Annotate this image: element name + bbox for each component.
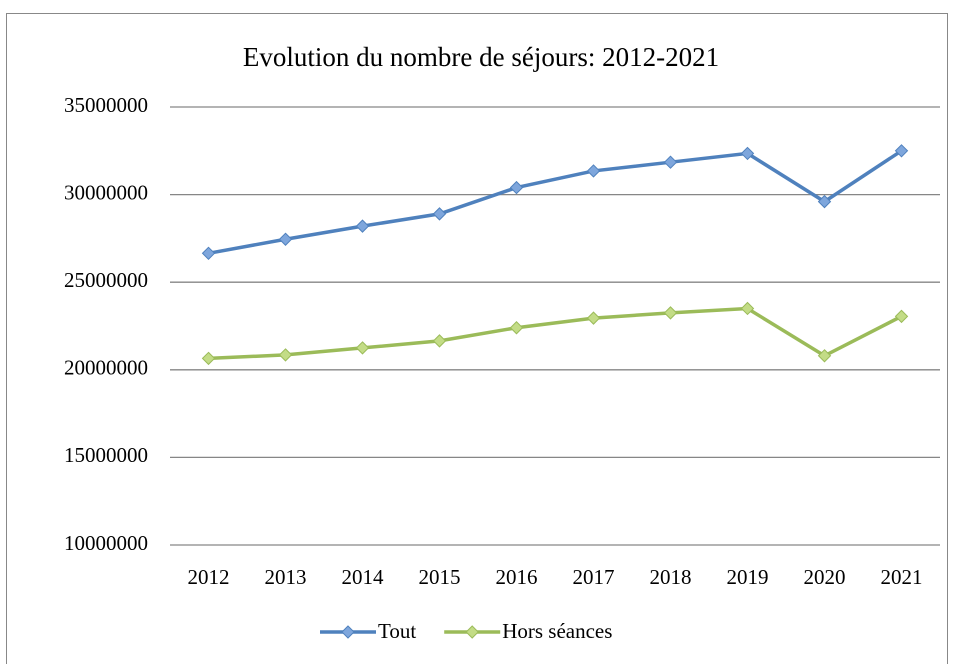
data-point [509,321,524,335]
data-point [663,306,678,320]
data-point [586,164,601,178]
y-tick-label: 25000000 [64,268,148,292]
y-tick-label: 30000000 [64,180,148,204]
x-tick-label: 2014 [342,565,385,589]
data-point [355,219,370,233]
data-point [278,348,293,362]
data-point [894,309,909,324]
data-point [817,194,832,209]
x-tick-label: 2015 [419,565,461,589]
legend-marker [341,625,355,639]
x-tick-label: 2016 [496,565,538,589]
data-point [432,334,447,348]
data-point [509,180,524,195]
y-tick-label: 20000000 [64,356,148,380]
data-point [817,349,832,363]
data-point [663,155,678,169]
data-point [740,146,755,161]
y-tick-label: 15000000 [64,443,148,467]
x-tick-label: 2020 [804,565,846,589]
legend-label: Tout [378,619,416,643]
data-point [278,232,293,246]
x-tick-label: 2021 [881,565,923,589]
x-tick-label: 2018 [650,565,692,589]
x-tick-label: 2019 [727,565,769,589]
legend-label: Hors séances [502,619,612,643]
x-tick-label: 2017 [573,565,615,589]
data-point [201,351,216,366]
legend-marker [465,625,479,639]
chart-border [6,13,948,664]
data-point [740,301,755,316]
data-point [432,207,447,221]
chart-title: Evolution du nombre de séjours: 2012-202… [243,42,719,72]
data-point [355,341,370,355]
series-line [208,306,903,361]
data-point [586,311,601,325]
x-tick-label: 2013 [265,565,307,589]
series-line [208,149,903,256]
y-tick-label: 35000000 [64,93,148,117]
data-point [894,144,909,158]
y-tick-label: 10000000 [64,531,148,555]
x-tick-label: 2012 [188,565,230,589]
data-point [201,246,216,260]
